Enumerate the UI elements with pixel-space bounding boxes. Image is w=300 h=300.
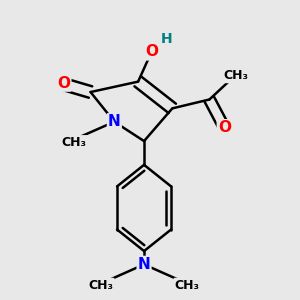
Text: CH₃: CH₃ — [224, 69, 249, 82]
Text: CH₃: CH₃ — [62, 136, 87, 149]
Text: O: O — [218, 120, 231, 135]
Text: N: N — [138, 257, 150, 272]
Text: O: O — [145, 44, 158, 59]
Text: H: H — [160, 32, 172, 46]
Text: CH₃: CH₃ — [88, 279, 113, 292]
Text: O: O — [57, 76, 70, 91]
Text: N: N — [108, 114, 121, 129]
Text: CH₃: CH₃ — [175, 279, 200, 292]
